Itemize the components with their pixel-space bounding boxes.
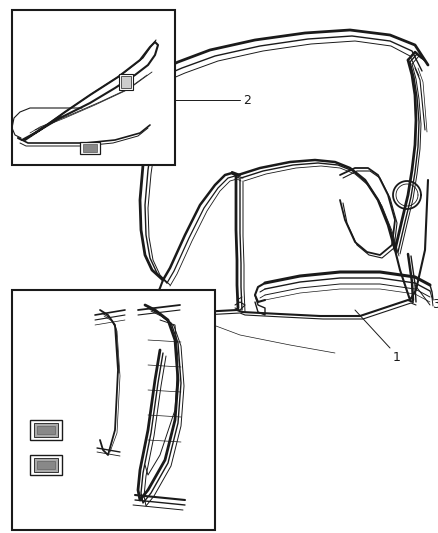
- Bar: [12, 290, 215, 530]
- Text: 1: 1: [393, 351, 401, 364]
- Bar: [37, 461, 55, 469]
- Bar: [37, 426, 55, 434]
- Text: 2: 2: [243, 93, 251, 107]
- Bar: [34, 458, 58, 472]
- Bar: [119, 74, 133, 90]
- Bar: [12, 10, 175, 165]
- Bar: [121, 76, 131, 88]
- Bar: [30, 455, 62, 475]
- Bar: [80, 142, 100, 154]
- Bar: [83, 144, 97, 152]
- Bar: [30, 420, 62, 440]
- Text: 3: 3: [432, 298, 438, 311]
- Bar: [34, 423, 58, 437]
